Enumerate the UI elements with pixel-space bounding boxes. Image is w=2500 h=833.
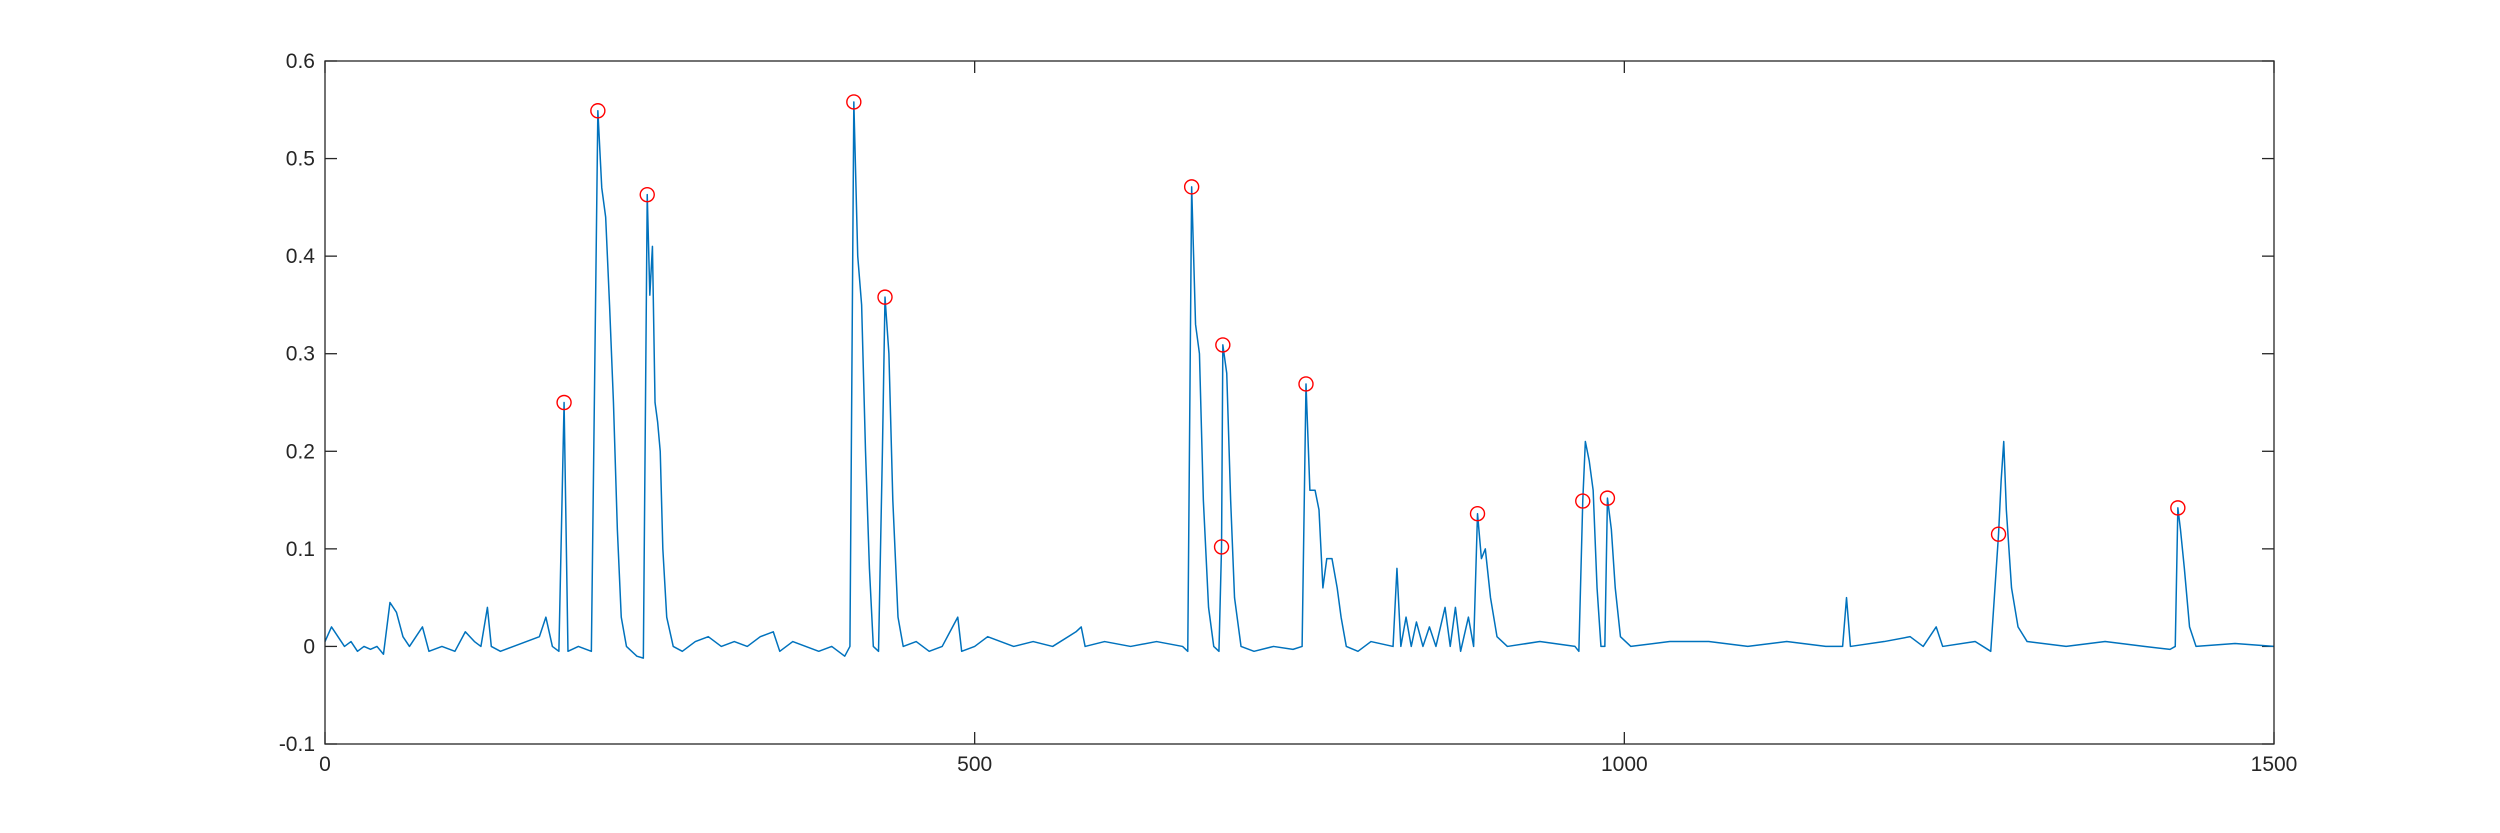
peak-marker xyxy=(1213,539,1230,555)
plot-area xyxy=(325,61,2274,744)
peak-marker xyxy=(846,94,862,110)
peak-marker xyxy=(1575,493,1591,509)
y-tick-label: -0.1 xyxy=(279,733,315,756)
y-tick-label: 0.3 xyxy=(286,343,315,366)
y-tick-label: 0 xyxy=(303,635,315,658)
y-tick-label: 0.4 xyxy=(286,245,316,268)
peak-marker xyxy=(1298,376,1314,392)
peak-marker xyxy=(590,103,606,119)
peak-marker xyxy=(877,289,893,305)
axes-box xyxy=(324,60,2275,745)
peak-marker xyxy=(1183,179,1200,195)
signal-line xyxy=(324,101,2275,659)
y-tick-label: 0.2 xyxy=(286,440,315,463)
peak-marker xyxy=(556,394,572,411)
peak-marker xyxy=(1990,526,2007,542)
y-tick-label: 0.1 xyxy=(286,538,315,561)
peak-marker xyxy=(639,186,655,203)
x-tick-label: 0 xyxy=(319,753,331,776)
y-tick-label: 0.5 xyxy=(286,148,315,171)
y-tick-label: 0.6 xyxy=(286,50,315,73)
peak-marker xyxy=(1469,506,1486,522)
peak-marker xyxy=(1599,490,1616,506)
peak-marker xyxy=(1215,337,1231,353)
peak-marker xyxy=(2170,500,2186,516)
x-tick-label: 500 xyxy=(957,753,992,776)
x-tick-label: 1000 xyxy=(1601,753,1648,776)
x-tick-label: 1500 xyxy=(2251,753,2298,776)
